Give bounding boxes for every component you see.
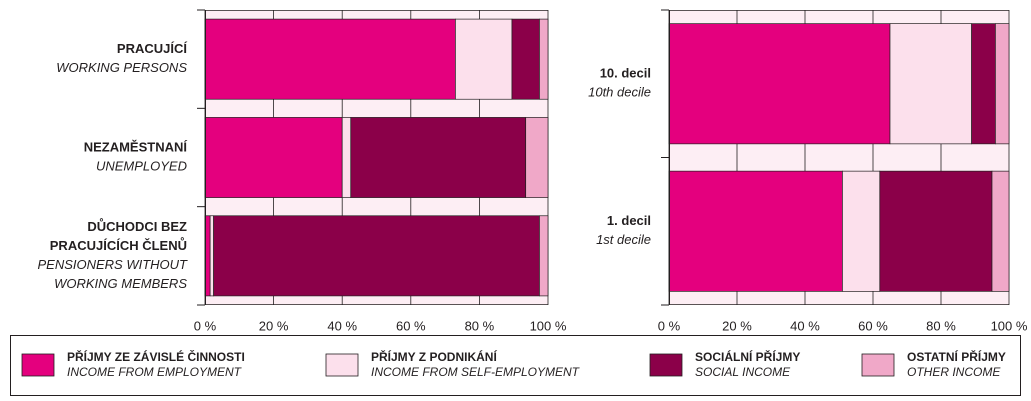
- legend-label: INCOME FROM EMPLOYMENT: [67, 365, 243, 379]
- x-tick-label: 40 %: [327, 318, 357, 333]
- bar: [668, 170, 843, 292]
- bar: [525, 117, 549, 198]
- legend-label: OTHER INCOME: [907, 365, 1001, 379]
- bar: [889, 23, 972, 145]
- legend-label: OSTATNÍ PŘÍJMY: [907, 349, 1006, 364]
- category-label: NEZAMĚSTNANÍ: [84, 139, 188, 154]
- legend-swatch: [861, 353, 895, 377]
- x-tick-label: 100 %: [991, 318, 1028, 333]
- x-tick-label: 60 %: [396, 318, 426, 333]
- category-label: 10th decile: [588, 85, 651, 100]
- bar: [204, 117, 343, 198]
- x-tick-label: 20 %: [259, 318, 289, 333]
- bar: [971, 23, 996, 145]
- legend-label: PŘÍJMY Z PODNIKÁNÍ: [371, 349, 497, 364]
- category-label: DŮCHODCI BEZ: [87, 218, 187, 234]
- category-label: WORKING MEMBERS: [54, 276, 187, 291]
- category-label: PENSIONERS WITHOUT: [37, 257, 188, 272]
- bar: [213, 215, 540, 297]
- bar: [842, 170, 881, 292]
- category-label: 10. decil: [600, 66, 651, 81]
- bar: [350, 117, 527, 198]
- legend-swatch: [325, 353, 359, 377]
- bar: [668, 23, 891, 145]
- legend-label: SOCIAL INCOME: [695, 365, 791, 379]
- x-tick-label: 80 %: [465, 318, 495, 333]
- x-tick-label: 0 %: [194, 318, 217, 333]
- category-label: 1. decil: [607, 213, 651, 228]
- category-label: PRACUJÍCÍCH ČLENŮ: [50, 237, 187, 253]
- legend-label: SOCIÁLNÍ PŘÍJMY: [695, 349, 800, 364]
- legend-label: INCOME FROM SELF-EMPLOYMENT: [371, 365, 581, 379]
- bar: [879, 170, 993, 292]
- x-tick-label: 40 %: [790, 318, 820, 333]
- category-label: 1st decile: [596, 232, 651, 247]
- legend-frame: [10, 335, 1021, 396]
- legend-swatch: [649, 353, 683, 377]
- legend-label: PŘÍJMY ZE ZÁVISLÉ ČINNOSTI: [67, 349, 245, 364]
- bar: [539, 215, 549, 297]
- bar: [539, 18, 549, 100]
- bar: [991, 170, 1010, 292]
- x-tick-label: 100 %: [530, 318, 567, 333]
- x-tick-label: 20 %: [722, 318, 752, 333]
- legend-swatch: [21, 353, 55, 377]
- x-tick-label: 60 %: [858, 318, 888, 333]
- x-tick-label: 0 %: [658, 318, 681, 333]
- category-label: WORKING PERSONS: [56, 60, 187, 75]
- bar: [995, 23, 1010, 145]
- bar: [204, 18, 456, 100]
- bar: [209, 215, 214, 297]
- category-label: UNEMPLOYED: [96, 158, 187, 173]
- bar: [341, 117, 352, 198]
- bar: [455, 18, 513, 100]
- category-label: PRACUJÍCÍ: [117, 41, 187, 56]
- bar: [511, 18, 540, 100]
- x-tick-label: 80 %: [926, 318, 956, 333]
